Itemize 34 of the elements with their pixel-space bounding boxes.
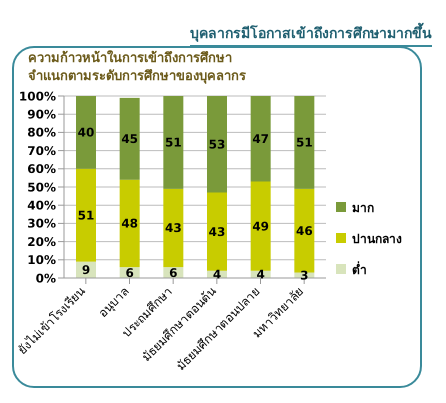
y-tick-label: 50% (27, 180, 56, 194)
legend-label: ปานกลาง (352, 230, 402, 248)
legend-label: มาก (352, 200, 374, 216)
y-tick-label: 100% (18, 89, 56, 104)
data-label: 47 (252, 132, 270, 146)
y-tick-label: 60% (27, 162, 56, 176)
data-label: 45 (121, 132, 138, 146)
y-tick-label: 90% (27, 107, 56, 122)
y-tick-label: 30% (27, 216, 56, 231)
data-label: 49 (252, 219, 270, 234)
data-label: 53 (208, 137, 226, 152)
data-label: 40 (78, 126, 94, 140)
data-label: 43 (208, 224, 226, 239)
data-label: 4 (212, 268, 222, 282)
chart-title: บุคลากรมีโอกาสเข้าถึงการศึกษามากขึ้น (190, 22, 432, 47)
y-tick-label: 80% (27, 126, 56, 140)
data-label: 48 (121, 216, 138, 231)
data-label: 51 (296, 136, 313, 150)
data-label: 9 (82, 263, 90, 278)
data-label: 51 (78, 208, 94, 222)
data-label: 46 (296, 224, 313, 238)
y-tick-label: 20% (27, 234, 56, 249)
data-label: 6 (169, 266, 178, 280)
data-label: 6 (125, 266, 134, 280)
legend-label: ต่ำ (352, 260, 367, 278)
y-tick-label: 40% (27, 198, 56, 212)
data-label: 43 (164, 221, 182, 236)
data-label: 3 (300, 268, 309, 283)
data-label: 4 (256, 268, 265, 282)
chart-subtitle: ความก้าวหน้าในการเข้าถึงการศึกษา จำแนกตามระดับการศึกษาของบุคลากร (28, 50, 246, 86)
data-label: 51 (164, 136, 182, 150)
y-tick-label: 70% (27, 144, 56, 158)
y-tick-label: 0% (36, 271, 56, 286)
y-tick-label: 10% (27, 253, 56, 268)
